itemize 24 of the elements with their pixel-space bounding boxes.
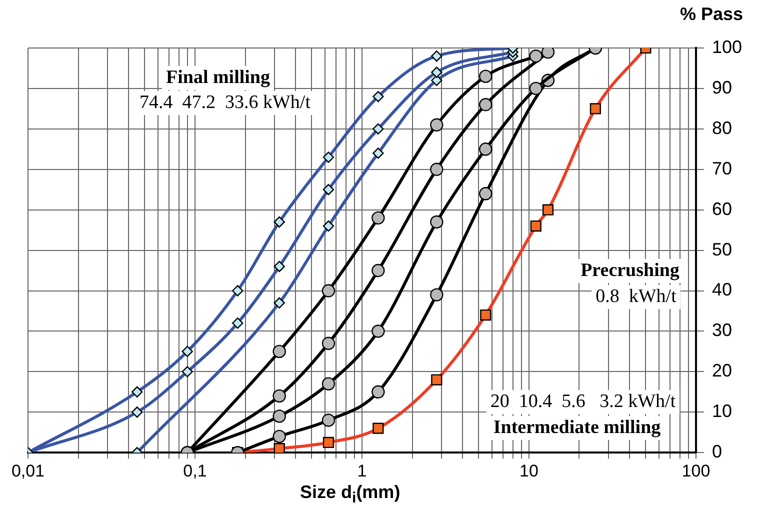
annotation: Final milling: [166, 66, 270, 88]
y-tick-label: 90: [712, 77, 732, 98]
annotation: Intermediate milling: [493, 416, 662, 438]
x-tick-label: 0,1: [183, 461, 207, 480]
x-tick-label: 1: [357, 461, 367, 480]
x-tick-label: 0,01: [11, 461, 45, 480]
annotation: 74.4 47.2 33.6 kWh/t: [140, 92, 312, 113]
x-tick-label: 100: [682, 461, 710, 480]
y-tick-label: 30: [712, 320, 732, 340]
y-tick-label: 60: [712, 198, 732, 219]
annotation: Precrushing: [580, 260, 680, 281]
annotation: 0.8 kWh/t: [596, 286, 678, 307]
y-tick-label: 10: [712, 401, 732, 422]
y-axis-title: % Pass: [680, 4, 744, 25]
y-tick-label: 100: [712, 36, 742, 57]
y-tick-label: 20: [712, 360, 732, 381]
y-tick-label: 70: [712, 158, 732, 178]
annotation: 20 10.4 5.6 3.2 kWh/t: [490, 390, 676, 412]
y-tick-label: 80: [712, 118, 732, 138]
y-tick-label: 0: [712, 442, 722, 462]
y-tick-label: 40: [712, 280, 732, 300]
x-tick-label: 10: [520, 461, 538, 480]
y-tick-label: 50: [712, 239, 732, 260]
x-axis-title: Size d$_{i}$(mm): [300, 482, 400, 507]
